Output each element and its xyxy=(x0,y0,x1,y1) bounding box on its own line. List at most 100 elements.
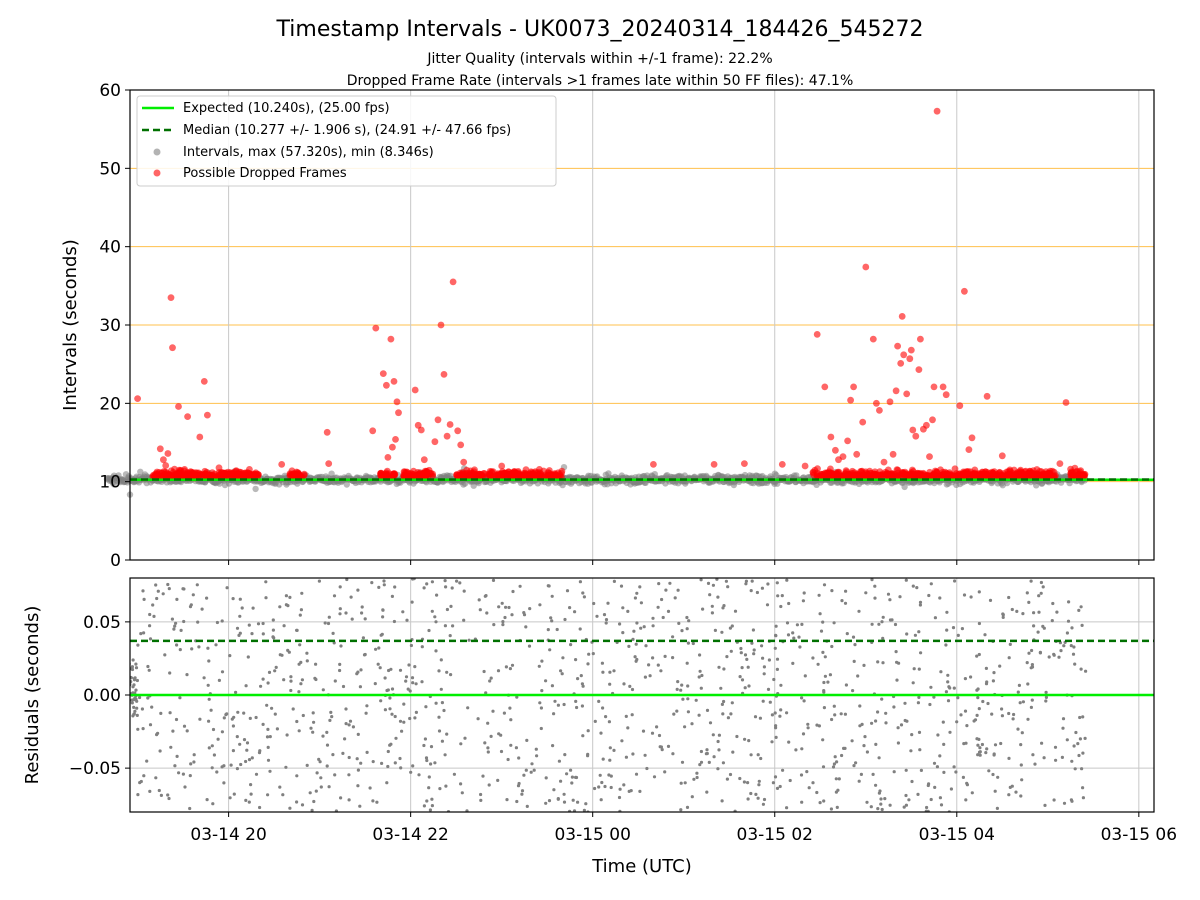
dropped-frame-point xyxy=(443,432,451,440)
residual-point xyxy=(559,779,563,783)
residual-point xyxy=(393,585,397,589)
residual-point xyxy=(984,751,988,755)
residual-point xyxy=(664,588,668,592)
residual-point xyxy=(151,603,155,607)
residual-point xyxy=(630,713,634,717)
residual-point xyxy=(697,713,701,717)
residual-point xyxy=(308,791,312,795)
residual-point xyxy=(587,652,591,656)
residual-point xyxy=(449,673,453,677)
residual-point xyxy=(355,672,359,676)
residual-point xyxy=(621,631,625,635)
residual-point xyxy=(660,597,664,602)
residual-point xyxy=(578,580,583,584)
residual-point xyxy=(450,586,454,590)
residual-point xyxy=(300,591,304,595)
dropped-frame-point xyxy=(897,360,905,367)
residuals-x-ticks: 03-14 20 03-14 22 03-15 00 03-15 02 03-15 04… xyxy=(190,812,1177,845)
residual-point xyxy=(405,618,409,622)
residual-point xyxy=(478,608,482,612)
residual-point xyxy=(228,654,232,658)
residual-point xyxy=(742,780,747,784)
residual-point xyxy=(425,758,429,763)
residual-point xyxy=(975,713,979,718)
residual-point xyxy=(266,727,270,732)
residual-point xyxy=(1019,763,1023,767)
residual-point xyxy=(388,707,392,711)
dropped-frame-point xyxy=(998,473,1006,480)
residual-point xyxy=(264,596,268,600)
residual-point xyxy=(231,724,235,728)
residual-point xyxy=(121,658,124,661)
dropped-frame-point xyxy=(278,461,286,468)
residual-point xyxy=(509,743,513,747)
residual-point xyxy=(515,695,519,699)
residual-point xyxy=(174,717,179,722)
residual-point xyxy=(632,629,636,633)
residual-point xyxy=(305,651,309,655)
residual-point xyxy=(938,754,942,758)
residual-point xyxy=(570,775,575,779)
residual-point xyxy=(1061,726,1065,730)
residual-point xyxy=(1076,742,1080,746)
residual-point xyxy=(510,613,514,617)
residual-point xyxy=(1072,645,1076,649)
residual-point xyxy=(371,799,375,803)
dropped-frame-point xyxy=(998,452,1006,460)
dropped-frame-point xyxy=(558,467,566,475)
residual-point xyxy=(331,631,335,636)
residual-point xyxy=(289,688,293,693)
residual-point xyxy=(118,672,121,675)
residual-point xyxy=(390,687,395,691)
residual-point xyxy=(938,596,942,600)
dropped-frame-point xyxy=(164,450,172,457)
residual-point xyxy=(592,601,596,606)
residual-point xyxy=(865,800,869,804)
residual-point xyxy=(697,675,701,679)
residual-point xyxy=(749,791,753,796)
dropped-frame-point xyxy=(200,470,208,478)
residual-point xyxy=(535,754,539,758)
residual-point xyxy=(830,644,834,649)
residual-point xyxy=(511,589,515,594)
residual-point xyxy=(274,665,278,670)
residual-point xyxy=(823,655,827,659)
residual-point xyxy=(690,795,694,799)
residual-point xyxy=(299,682,303,686)
residual-point xyxy=(442,708,446,713)
residual-point xyxy=(800,747,804,751)
dropped-frame-point xyxy=(975,470,983,477)
residual-point xyxy=(1000,707,1004,711)
residual-point xyxy=(273,669,277,673)
residual-point xyxy=(890,618,894,622)
residual-point xyxy=(157,788,161,793)
residual-point xyxy=(124,660,127,663)
residual-point xyxy=(200,607,204,611)
residual-point xyxy=(822,706,827,710)
residual-point xyxy=(565,772,569,776)
residual-point xyxy=(429,745,434,749)
residual-point xyxy=(117,680,120,683)
residual-point xyxy=(863,735,867,739)
residual-point xyxy=(228,796,232,800)
residual-point xyxy=(435,593,439,597)
residual-point xyxy=(609,774,613,778)
residual-point xyxy=(355,757,359,761)
dropped-frame-point xyxy=(778,461,786,468)
residual-point xyxy=(604,621,608,625)
residual-point xyxy=(448,634,452,638)
dropped-frame-point xyxy=(167,294,175,301)
dropped-frame-point xyxy=(460,458,468,466)
residual-point xyxy=(427,786,431,790)
residuals-y-tick-label: −0.05 xyxy=(69,759,121,779)
residual-point xyxy=(116,673,119,676)
residual-point xyxy=(579,674,583,678)
residuals-y-tick-label: 0.05 xyxy=(83,613,121,633)
residual-point xyxy=(977,621,982,626)
residual-point xyxy=(399,766,403,770)
dropped-frame-point xyxy=(411,386,419,394)
residual-point xyxy=(270,706,274,710)
dropped-frame-point xyxy=(898,313,906,320)
residual-point xyxy=(648,674,652,678)
dropped-frame-point xyxy=(839,453,847,460)
